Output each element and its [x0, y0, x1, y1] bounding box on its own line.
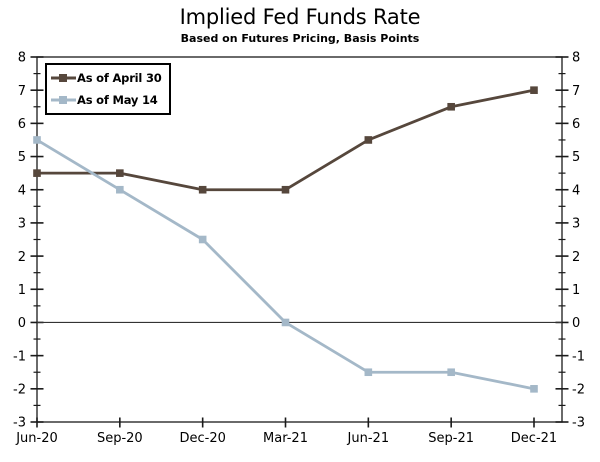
- y-axis-label-right: -2: [572, 382, 585, 397]
- series-line-may-14: [36, 138, 535, 391]
- y-axis-label-right: -1: [572, 349, 585, 364]
- y-axis-label-left: 7: [18, 84, 26, 99]
- y-axis-label-right: 5: [572, 150, 580, 165]
- chart-title: Implied Fed Funds Rate: [179, 5, 421, 29]
- y-axis-label-right: -3: [572, 416, 585, 431]
- legend-label: As of April 30: [77, 71, 162, 85]
- series-marker-may-14: [364, 368, 373, 377]
- y-axis-label-left: 5: [18, 150, 26, 165]
- y-axis-label-left: 3: [18, 217, 26, 232]
- y-axis-label-left: -1: [13, 349, 26, 364]
- series-marker-april-30: [116, 169, 124, 177]
- y-axis-label-left: -3: [13, 416, 26, 431]
- y-axis-label-left: 8: [18, 51, 26, 66]
- series-marker-april-30: [447, 102, 455, 111]
- y-axis-label-right: 1: [572, 283, 580, 298]
- y-axis-label-left: 0: [18, 316, 26, 331]
- series-marker-april-30: [198, 185, 207, 194]
- series-marker-may-14: [281, 318, 290, 327]
- y-axis-label-left: -2: [13, 382, 26, 397]
- legend-swatch: [51, 96, 76, 104]
- series-marker-april-30: [530, 86, 538, 94]
- y-axis-label-right: 2: [572, 250, 580, 265]
- y-axis-label-left: 2: [18, 250, 26, 265]
- x-axis-label: Mar-21: [263, 431, 308, 446]
- y-axis-label-left: 4: [18, 183, 26, 198]
- x-axis-label: Sep-21: [428, 431, 474, 446]
- series-marker-may-14: [33, 136, 41, 144]
- series-marker-may-14: [198, 235, 207, 244]
- x-axis-label: Dec-21: [511, 431, 557, 446]
- y-axis-label-right: 8: [572, 51, 580, 66]
- y-axis-label-right: 3: [572, 217, 580, 232]
- series-marker-april-30: [364, 136, 373, 144]
- series-marker-april-30: [33, 169, 41, 177]
- legend-label: As of May 14: [77, 93, 158, 107]
- chart-subtitle: Based on Futures Pricing, Basis Points: [180, 32, 420, 45]
- y-axis-label-left: 6: [18, 117, 26, 132]
- x-axis-label: Jun-21: [347, 431, 390, 446]
- series-marker-april-30: [281, 185, 290, 194]
- series-marker-may-14: [116, 185, 124, 194]
- x-axis-label: Sep-20: [97, 431, 143, 446]
- x-axis-label: Dec-20: [179, 431, 225, 446]
- y-axis-label-right: 7: [572, 84, 580, 99]
- y-axis-label-right: 0: [572, 316, 580, 331]
- series-marker-may-14: [530, 385, 538, 393]
- legend-entry-may-14: As of May 14: [51, 89, 162, 111]
- y-axis-label-right: 4: [572, 183, 580, 198]
- legend-entry-april-30: As of April 30: [51, 67, 162, 89]
- y-axis-label-left: 1: [18, 283, 26, 298]
- x-axis-label: Jun-20: [15, 431, 58, 446]
- legend: As of April 30 As of May 14: [45, 63, 171, 115]
- y-axis-label-right: 6: [572, 117, 580, 132]
- series-marker-may-14: [447, 368, 455, 377]
- legend-swatch: [51, 74, 76, 82]
